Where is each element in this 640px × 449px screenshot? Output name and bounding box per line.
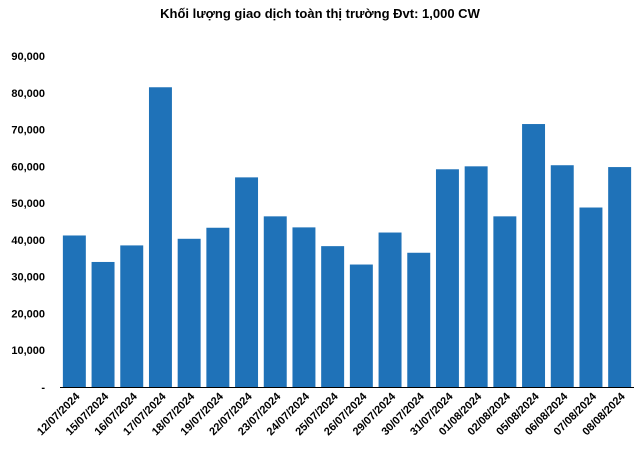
bar xyxy=(378,232,402,387)
y-axis-ticks: - 10,000 20,000 30,000 40,000 50,000 60,000 70,… xyxy=(11,51,45,394)
bar xyxy=(263,216,287,387)
y-tick-label: - xyxy=(41,382,45,394)
y-tick-label: 40,000 xyxy=(11,235,45,247)
bar xyxy=(62,235,86,387)
bar xyxy=(349,264,373,387)
bar xyxy=(608,167,632,387)
bar xyxy=(407,252,431,387)
bar xyxy=(493,216,517,387)
bar xyxy=(579,207,603,387)
y-tick-label: 10,000 xyxy=(11,345,45,357)
bar xyxy=(177,238,201,387)
y-tick-label: 20,000 xyxy=(11,308,45,320)
y-tick-label: 90,000 xyxy=(11,51,45,63)
bar xyxy=(91,261,115,387)
bar xyxy=(120,245,144,387)
bar xyxy=(464,166,488,387)
bars xyxy=(60,87,634,388)
y-tick-label: 60,000 xyxy=(11,161,45,173)
y-tick-label: 30,000 xyxy=(11,272,45,284)
y-tick-label: 70,000 xyxy=(11,125,45,137)
bar xyxy=(522,124,546,387)
bar xyxy=(550,165,574,387)
bar xyxy=(292,227,316,387)
bar xyxy=(206,227,230,387)
chart-title: Khối lượng giao dịch toàn thị trường Đvt… xyxy=(160,6,480,21)
y-tick-label: 80,000 xyxy=(11,88,45,100)
bar xyxy=(321,246,345,387)
y-tick-label: 50,000 xyxy=(11,198,45,210)
bar xyxy=(435,169,459,387)
bar xyxy=(235,177,259,387)
bar xyxy=(148,87,172,387)
x-axis-ticks: 12/07/202415/07/202416/07/202417/07/2024… xyxy=(35,390,628,438)
